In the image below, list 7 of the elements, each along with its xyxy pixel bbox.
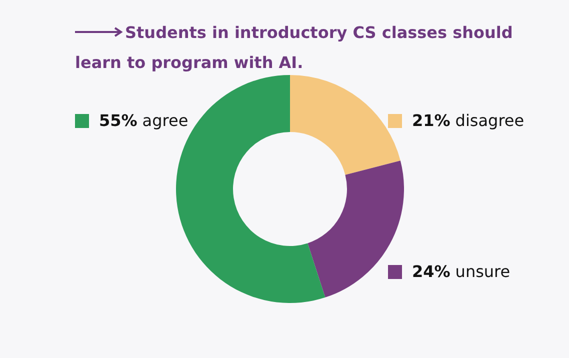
data-label: 55% bbox=[99, 111, 138, 130]
data-label: 24% bbox=[412, 262, 450, 281]
slice-label: disagree bbox=[455, 111, 524, 130]
slice-label: unsure bbox=[455, 262, 510, 281]
slice-label: agree bbox=[142, 111, 188, 130]
data-label: 21% bbox=[412, 111, 450, 130]
chart-title: Students in introductory CS classes should learn to program with AI. bbox=[75, 22, 514, 74]
